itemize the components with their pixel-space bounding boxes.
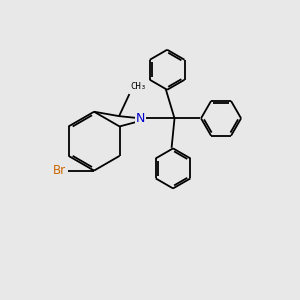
Text: N: N	[136, 112, 146, 125]
Text: Br: Br	[53, 164, 66, 177]
Text: CH₃: CH₃	[131, 82, 147, 91]
